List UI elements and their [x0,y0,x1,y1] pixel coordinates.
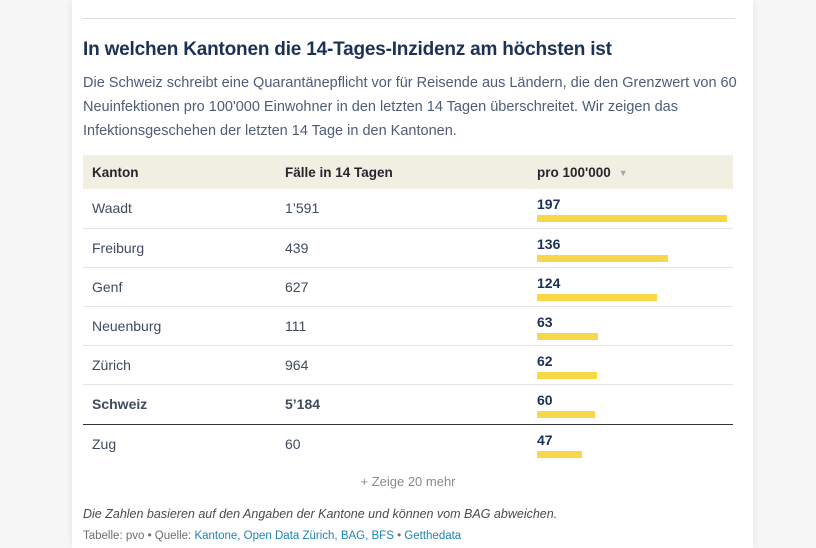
cell-cases: 5’184 [285,396,321,412]
cell-kanton: Waadt [92,200,132,217]
cell-cases: 439 [285,239,309,256]
cell-per100k: 136 [537,228,733,267]
table-row: Waadt 1’591 197 [83,189,733,228]
bar-track [537,371,727,379]
table-row: Zug 60 47 [83,424,733,463]
cell-per100k: 62 [537,345,733,384]
chart-credits: Tabelle: pvo • Quelle: Kantone, Open Dat… [83,530,735,542]
per100k-value: 124 [537,274,561,291]
bar-track [537,332,727,340]
bar-fill [537,411,595,418]
cell-kanton: Genf [92,278,123,295]
sort-desc-icon: ▼ [618,167,628,178]
bar-track [537,293,727,301]
table-header-row: Kanton Fälle in 14 Tagen pro 100'000 ▼ [83,155,733,189]
cell-per100k: 63 [537,306,733,345]
cell-per100k: 124 [537,267,733,306]
per100k-value: 60 [537,392,553,408]
column-header-per100k-label: pro 100'000 [537,164,611,180]
bar-track [537,450,727,458]
per100k-value: 136 [537,235,561,252]
per100k-value: 62 [537,352,553,369]
cell-kanton: Zug [92,435,117,452]
cell-kanton: Freiburg [92,239,145,256]
chart-title: In welchen Kantonen die 14-Tages-Inziden… [83,39,612,60]
cell-kanton: Schweiz [92,396,148,412]
top-divider [83,18,735,19]
cell-per100k: 197 [537,189,733,228]
cell-cases: 1’591 [285,200,320,217]
column-header-cases[interactable]: Fälle in 14 Tagen [285,164,393,180]
table-row: Zürich 964 62 [83,345,733,384]
bar-track [537,215,727,223]
credit-getthedata-link[interactable]: Getthedata [404,530,462,542]
bar-fill [537,371,597,379]
table-row: Freiburg 439 136 [83,228,733,267]
bar-track [537,411,727,418]
chart-note: Die Zahlen basieren auf den Angaben der … [83,507,558,521]
cell-kanton: Zürich [92,356,131,373]
credit-sources-link[interactable]: Kantone, Open Data Zürich, BAG, BFS [194,530,394,542]
table-row: Neuenburg 111 63 [83,306,733,345]
cell-kanton: Neuenburg [92,317,162,334]
cell-per100k: 47 [537,424,733,463]
column-header-kanton[interactable]: Kanton [92,164,139,180]
bar-fill [537,293,657,301]
bar-fill [537,332,598,340]
per100k-value: 63 [537,313,553,330]
chart-description: Die Schweiz schreibt eine Quarantänepfli… [83,75,737,139]
article-column: In welchen Kantonen die 14-Tages-Inziden… [72,0,753,548]
cell-cases: 111 [285,317,307,334]
per100k-value: 47 [537,431,553,448]
cell-per100k: 60 [537,384,733,424]
cell-cases: 60 [285,435,301,452]
cell-cases: 627 [285,278,309,295]
credit-separator: • [393,530,405,542]
table-body: Waadt 1’591 197 Freiburg 439 136 Genf 627 124 Neu… [83,189,733,463]
per100k-value: 197 [537,196,561,213]
show-more-button[interactable]: + Zeige 20 mehr [83,474,733,489]
bar-fill [537,450,583,458]
bar-fill [537,254,669,262]
table-row: Schweiz 5’184 60 [83,384,733,424]
column-header-per100k[interactable]: pro 100'000 ▼ [537,155,733,189]
bar-fill [537,215,727,223]
bar-track [537,254,727,262]
credit-prefix: Tabelle: pvo • Quelle: [83,530,195,542]
table-row: Genf 627 124 [83,267,733,306]
incidence-table: Kanton Fälle in 14 Tagen pro 100'000 ▼ Wa… [83,155,733,463]
cell-cases: 964 [285,356,309,373]
